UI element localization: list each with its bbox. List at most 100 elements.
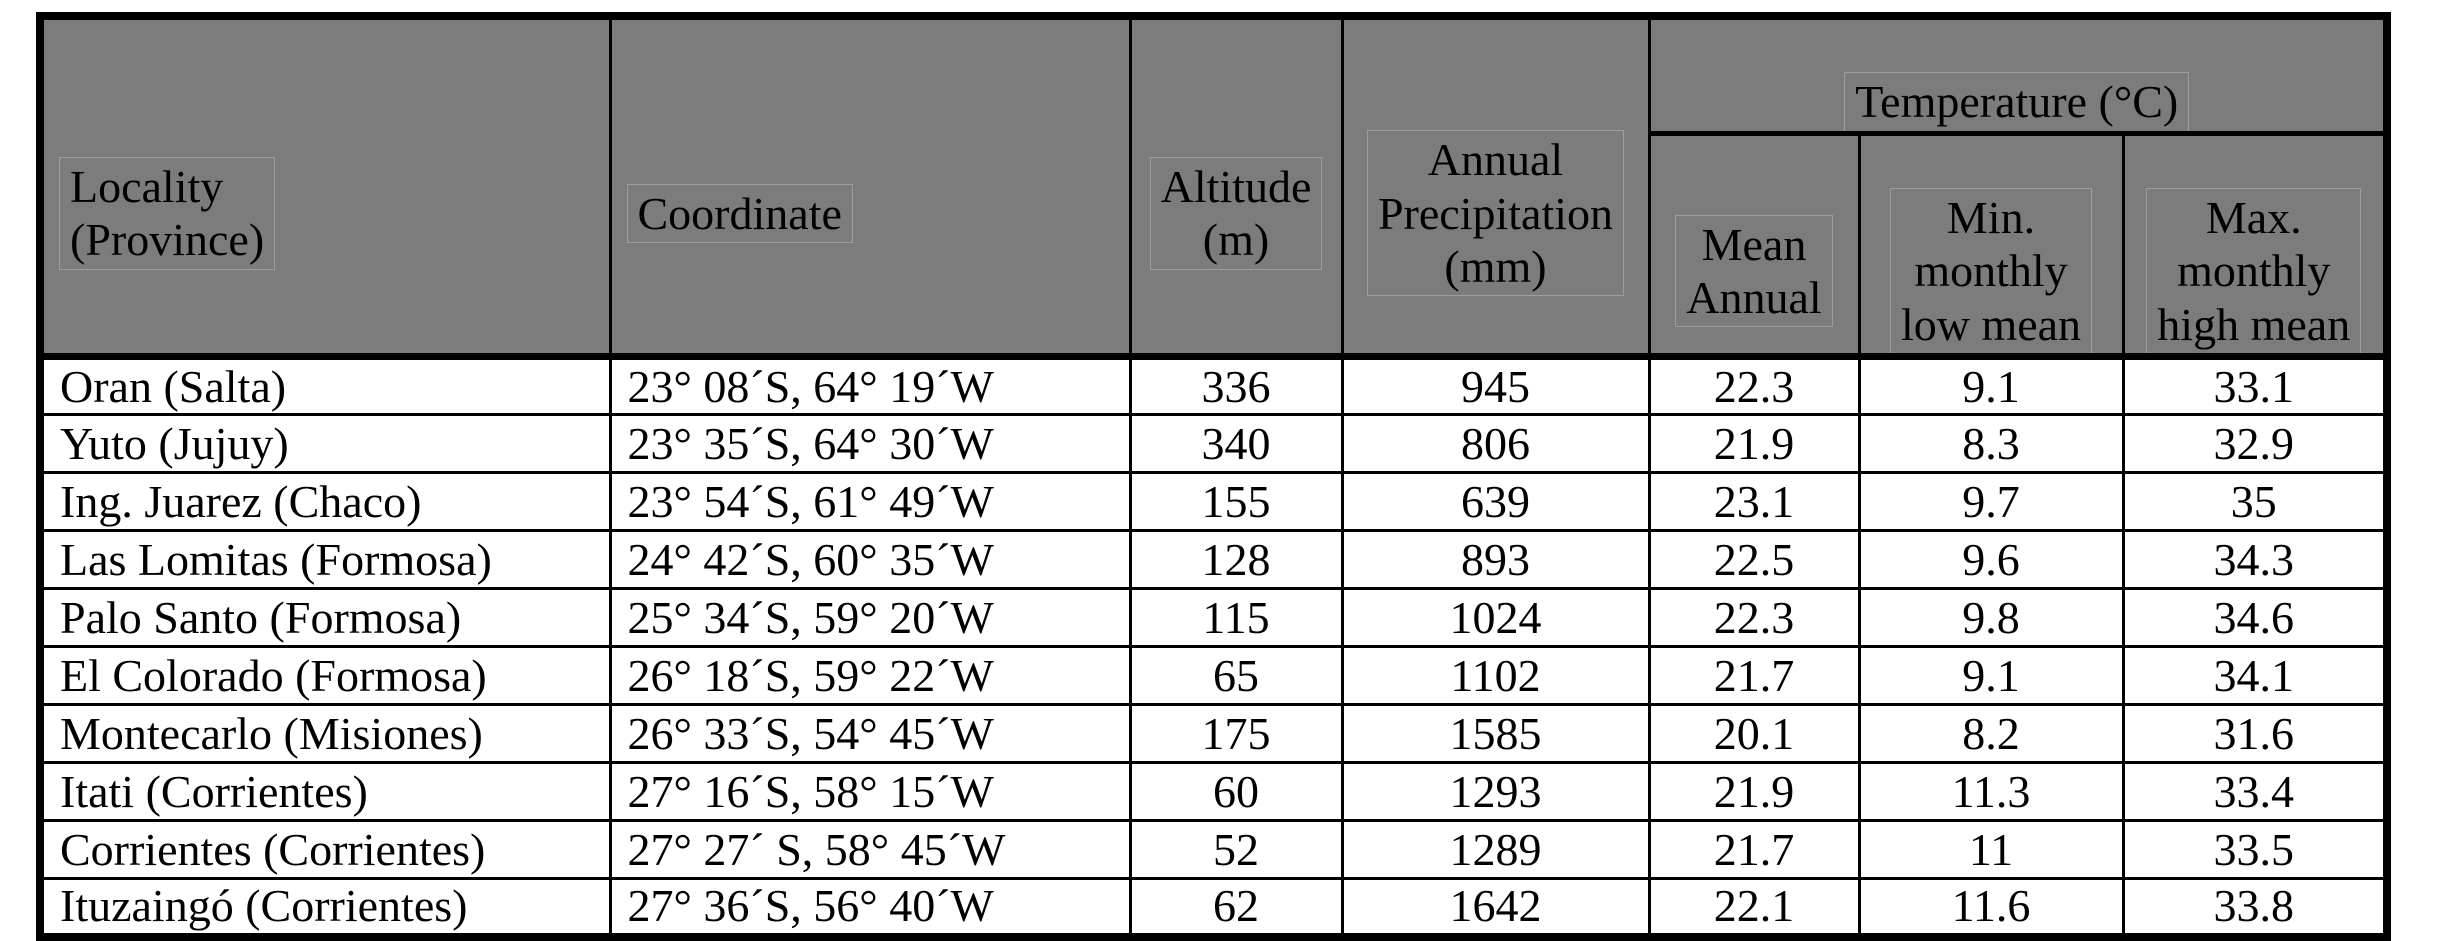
cell-altitude: 340 — [1128, 413, 1344, 475]
cell-temp_min_monthly_low: 11 — [1857, 819, 2125, 881]
cell-altitude: 155 — [1128, 471, 1344, 533]
header-row-top: Locality (Province) Coordinate Altitude … — [38, 14, 2389, 361]
cell-temp_max_monthly_high: 32.9 — [2121, 413, 2389, 475]
cell-temp_max_monthly_high: 33.5 — [2121, 819, 2389, 881]
cell-coordinate: 27° 16´S, 58° 15´W — [608, 761, 1132, 823]
cell-coordinate: 25° 34´S, 59° 20´W — [608, 587, 1132, 649]
cell-precipitation: 893 — [1340, 529, 1651, 591]
cell-temp_max_monthly_high: 34.1 — [2121, 645, 2389, 707]
col-header-precipitation: Annual Precipitation (mm) — [1340, 14, 1651, 361]
cell-temp_max_monthly_high: 33.1 — [2121, 355, 2389, 417]
cell-coordinate: 23° 54´S, 61° 49´W — [608, 471, 1132, 533]
cell-locality: Ing. Juarez (Chaco) — [38, 471, 612, 533]
cell-locality: Yuto (Jujuy) — [38, 413, 612, 475]
cell-temp_min_monthly_low: 9.1 — [1857, 355, 2125, 417]
table-row: Itati (Corrientes) 27° 16´S, 58° 15´W 60 12… — [38, 761, 2389, 823]
cell-temp_max_monthly_high: 34.6 — [2121, 587, 2389, 649]
cell-precipitation: 806 — [1340, 413, 1651, 475]
cell-coordinate: 23° 08´S, 64° 19´W — [608, 355, 1132, 417]
table-body: Oran (Salta) 23° 08´S, 64° 19´W 336 945 22.3… — [38, 355, 2389, 939]
cell-coordinate: 27° 27´ S, 58° 45´W — [608, 819, 1132, 881]
col-header-temp-mean: Mean Annual — [1647, 131, 1861, 361]
cell-temp_mean_annual: 22.1 — [1647, 877, 1861, 939]
table-row: Corrientes (Corrientes) 27° 27´ S, 58° 45… — [38, 819, 2389, 881]
cell-temp_max_monthly_high: 33.4 — [2121, 761, 2389, 823]
cell-temp_max_monthly_high: 35 — [2121, 471, 2389, 533]
col-header-temperature-group-label: Temperature (°C) — [1844, 72, 2190, 129]
table-row: Ing. Juarez (Chaco) 23° 54´S, 61° 49´W 155… — [38, 471, 2389, 533]
cell-temp_mean_annual: 22.3 — [1647, 587, 1861, 649]
climate-table-container: Locality (Province) Coordinate Altitude … — [36, 12, 2391, 941]
col-header-altitude: Altitude (m) — [1128, 14, 1344, 361]
col-header-precipitation-label: Annual Precipitation (mm) — [1366, 130, 1625, 297]
cell-precipitation: 1585 — [1340, 703, 1651, 765]
cell-temp_min_monthly_low: 8.3 — [1857, 413, 2125, 475]
table-row: Yuto (Jujuy) 23° 35´S, 64° 30´W 340 806 21.9… — [38, 413, 2389, 475]
cell-temp_mean_annual: 23.1 — [1647, 471, 1861, 533]
col-header-temp-max: Max. monthly high mean — [2121, 131, 2389, 361]
cell-temp_min_monthly_low: 9.6 — [1857, 529, 2125, 591]
climate-table: Locality (Province) Coordinate Altitude … — [36, 12, 2391, 941]
cell-precipitation: 1293 — [1340, 761, 1651, 823]
cell-precipitation: 1642 — [1340, 877, 1651, 939]
table-row: El Colorado (Formosa) 26° 18´S, 59° 22´W 6… — [38, 645, 2389, 707]
cell-temp_min_monthly_low: 9.8 — [1857, 587, 2125, 649]
cell-locality: Oran (Salta) — [38, 355, 612, 417]
cell-temp_mean_annual: 21.7 — [1647, 819, 1861, 881]
cell-altitude: 336 — [1128, 355, 1344, 417]
cell-temp_mean_annual: 21.9 — [1647, 413, 1861, 475]
cell-locality: Palo Santo (Formosa) — [38, 587, 612, 649]
col-header-temp-mean-label: Mean Annual — [1675, 214, 1833, 328]
col-header-locality: Locality (Province) — [38, 14, 612, 361]
header-row-sub: Mean Annual Min. monthly low mean Max. m… — [40, 131, 2389, 361]
cell-precipitation: 639 — [1340, 471, 1651, 533]
cell-altitude: 60 — [1128, 761, 1344, 823]
cell-temp_max_monthly_high: 33.8 — [2121, 877, 2389, 939]
cell-precipitation: 1289 — [1340, 819, 1651, 881]
cell-coordinate: 26° 18´S, 59° 22´W — [608, 645, 1132, 707]
table-row: Montecarlo (Misiones) 26° 33´S, 54° 45´W 1… — [38, 703, 2389, 765]
cell-altitude: 128 — [1128, 529, 1344, 591]
cell-coordinate: 23° 35´S, 64° 30´W — [608, 413, 1132, 475]
cell-locality: El Colorado (Formosa) — [38, 645, 612, 707]
table-row: Las Lomitas (Formosa) 24° 42´S, 60° 35´W 1… — [38, 529, 2389, 591]
table-header: Locality (Province) Coordinate Altitude … — [38, 14, 2389, 361]
cell-temp_min_monthly_low: 11.3 — [1857, 761, 2125, 823]
table-row: Palo Santo (Formosa) 25° 34´S, 59° 20´W 11… — [38, 587, 2389, 649]
cell-temp_mean_annual: 20.1 — [1647, 703, 1861, 765]
col-header-temp-min-label: Min. monthly low mean — [1889, 188, 2093, 350]
cell-locality: Montecarlo (Misiones) — [38, 703, 612, 765]
cell-locality: Ituzaingó (Corrientes) — [38, 877, 612, 939]
cell-temp_min_monthly_low: 11.6 — [1857, 877, 2125, 939]
cell-coordinate: 27° 36´S, 56° 40´W — [608, 877, 1132, 939]
cell-temp_mean_annual: 22.5 — [1647, 529, 1861, 591]
cell-temp_mean_annual: 22.3 — [1647, 355, 1861, 417]
cell-temp_mean_annual: 21.9 — [1647, 761, 1861, 823]
cell-temp_max_monthly_high: 34.3 — [2121, 529, 2389, 591]
col-header-temperature-group: Temperature (°C) — [1647, 14, 2389, 136]
cell-precipitation: 1024 — [1340, 587, 1651, 649]
cell-locality: Las Lomitas (Formosa) — [38, 529, 612, 591]
cell-precipitation: 1102 — [1340, 645, 1651, 707]
cell-precipitation: 945 — [1340, 355, 1651, 417]
cell-altitude: 65 — [1128, 645, 1344, 707]
cell-coordinate: 26° 33´S, 54° 45´W — [608, 703, 1132, 765]
cell-altitude: 115 — [1128, 587, 1344, 649]
table-row: Ituzaingó (Corrientes) 27° 36´S, 56° 40´W… — [38, 877, 2389, 939]
cell-altitude: 175 — [1128, 703, 1344, 765]
cell-coordinate: 24° 42´S, 60° 35´W — [608, 529, 1132, 591]
col-header-coordinate: Coordinate — [608, 14, 1132, 361]
col-header-coordinate-label: Coordinate — [626, 183, 853, 243]
cell-temp_min_monthly_low: 8.2 — [1857, 703, 2125, 765]
cell-temp_min_monthly_low: 9.7 — [1857, 471, 2125, 533]
col-header-altitude-label: Altitude (m) — [1149, 156, 1323, 270]
cell-temp_min_monthly_low: 9.1 — [1857, 645, 2125, 707]
col-header-temp-min: Min. monthly low mean — [1857, 131, 2125, 361]
cell-locality: Corrientes (Corrientes) — [38, 819, 612, 881]
col-header-temp-max-label: Max. monthly high mean — [2146, 188, 2362, 350]
cell-locality: Itati (Corrientes) — [38, 761, 612, 823]
cell-altitude: 62 — [1128, 877, 1344, 939]
cell-altitude: 52 — [1128, 819, 1344, 881]
cell-temp_mean_annual: 21.7 — [1647, 645, 1861, 707]
cell-temp_max_monthly_high: 31.6 — [2121, 703, 2389, 765]
